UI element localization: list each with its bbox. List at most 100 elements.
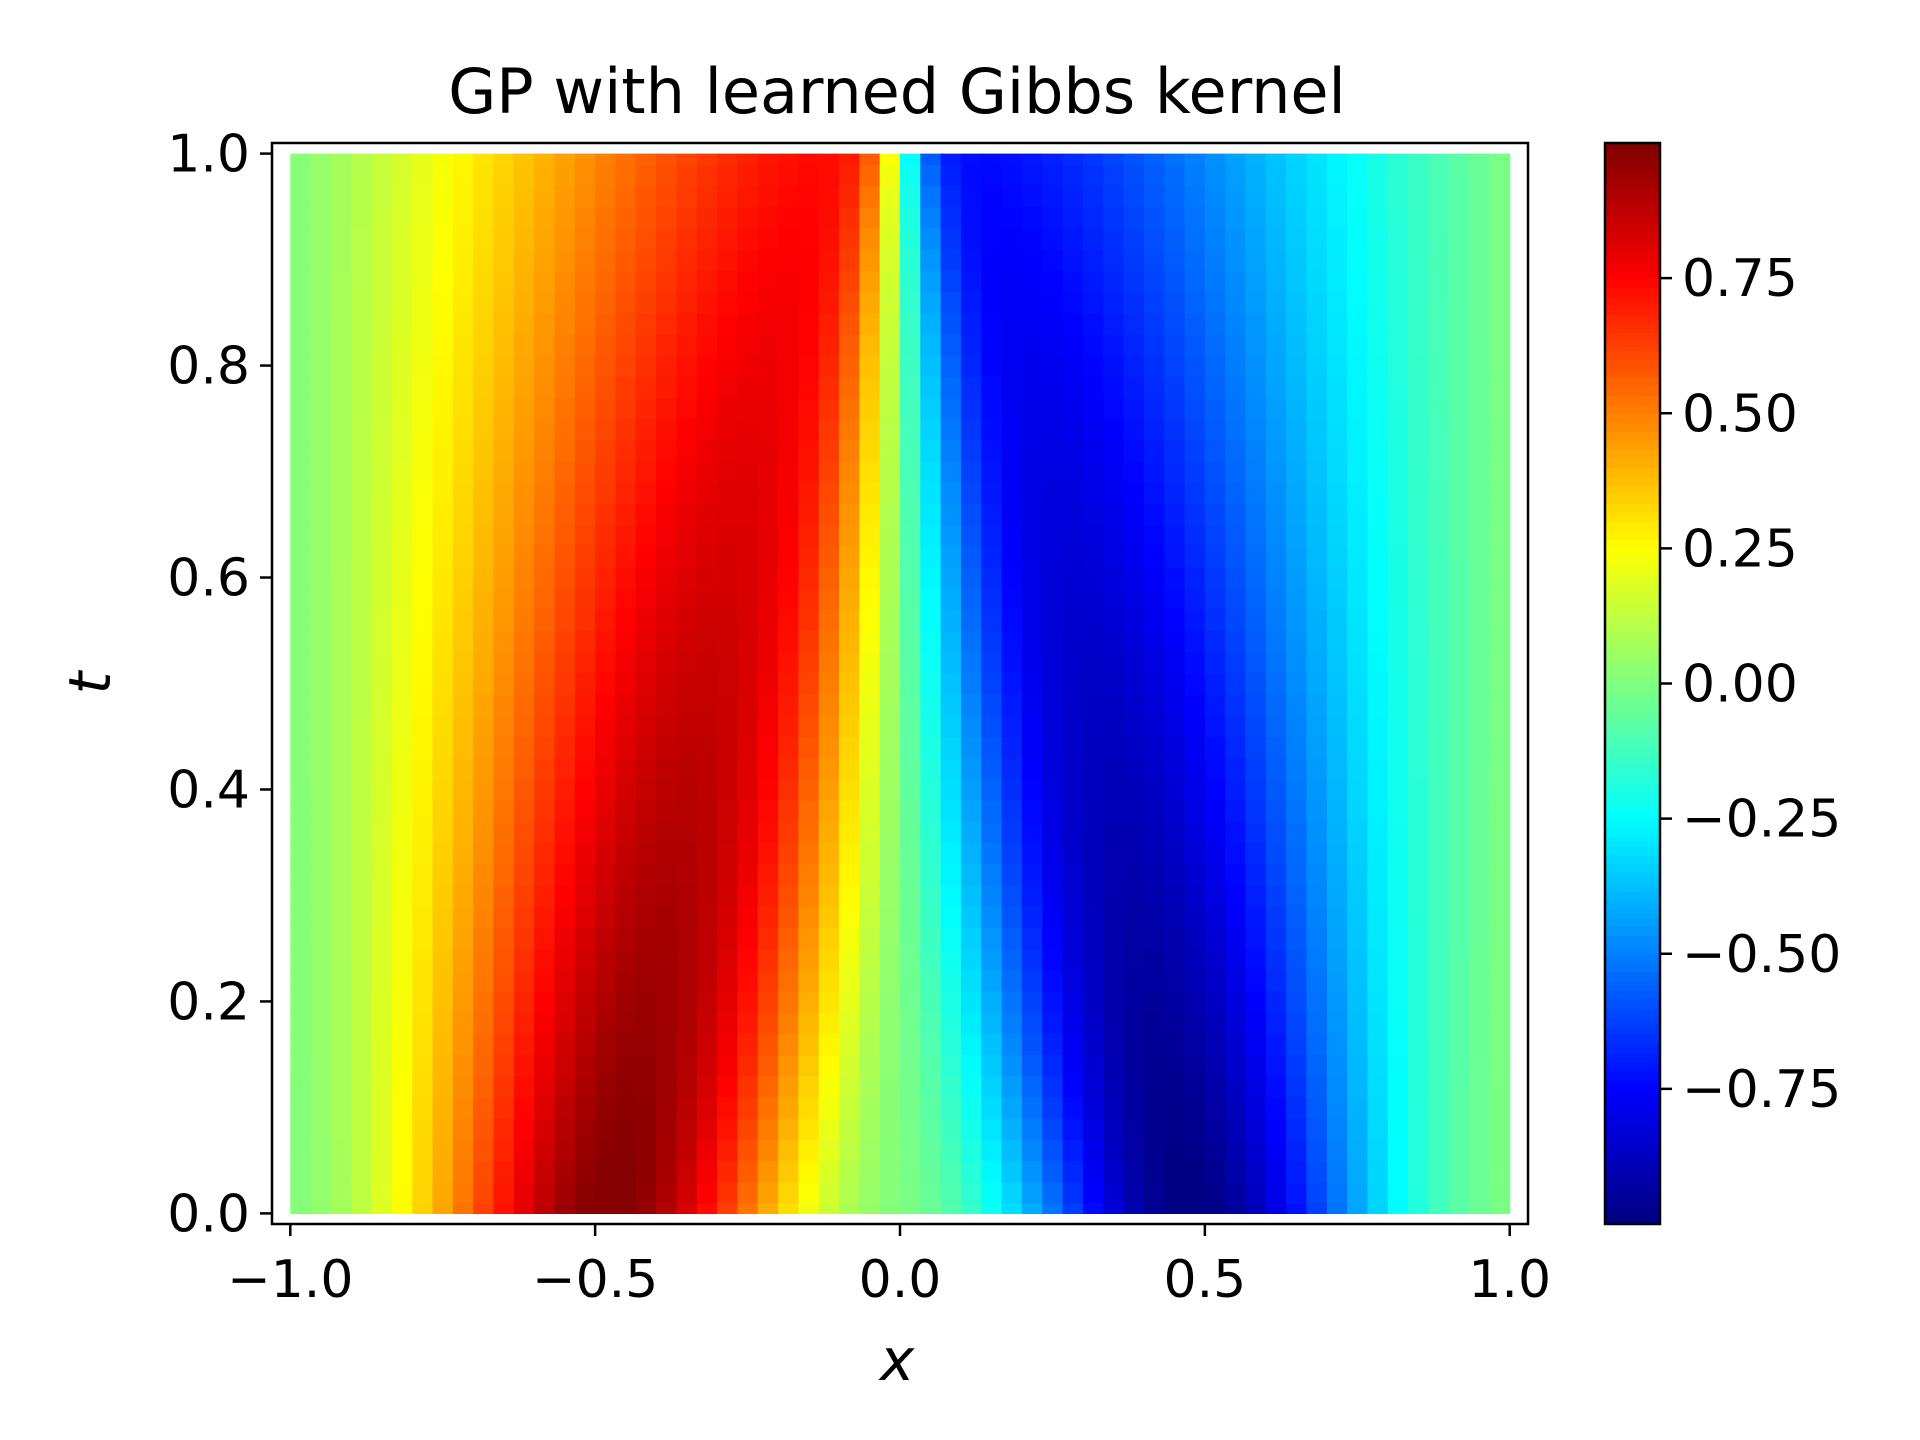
heatmap-cell [1448,354,1470,377]
heatmap-cell [1143,1012,1165,1034]
heatmap-cell [1265,757,1287,780]
heatmap-cell [452,291,474,314]
heatmap-cell [778,736,799,759]
heatmap-cell [493,630,515,653]
heatmap-cell [1469,1012,1490,1034]
heatmap-cell [1347,460,1369,483]
heatmap-cell [412,1075,434,1098]
heatmap-cell [534,270,556,292]
heatmap-cell [432,800,454,822]
heatmap-cell [1489,609,1511,632]
heatmap-cell [432,630,454,653]
heatmap-cell [676,482,698,504]
heatmap-cell [737,418,759,441]
heatmap-cell [757,651,779,674]
heatmap-cell [1306,609,1328,632]
heatmap-cell [737,164,759,186]
heatmap-cell [351,736,373,759]
heatmap-cell [696,1054,718,1077]
heatmap-cell [696,1139,718,1162]
heatmap-cell [1204,694,1226,716]
heatmap-cell [1367,1033,1389,1056]
heatmap-cell [330,1160,352,1183]
heatmap-cell [981,884,1003,907]
heatmap-cell [1286,376,1308,398]
heatmap-cell [351,842,373,865]
heatmap-cell [940,1054,962,1077]
heatmap-cell [351,672,373,695]
heatmap-cell [656,439,678,462]
heatmap-cell [879,545,901,568]
heatmap-cell [859,588,881,610]
heatmap-cell [1448,736,1470,759]
heatmap-cell [615,227,637,250]
heatmap-cell [574,1054,596,1077]
heatmap-cell [778,842,799,865]
heatmap-cell [798,312,820,335]
heatmap-cell [493,863,515,886]
heatmap-cell [493,588,515,610]
heatmap-cell [1103,524,1125,547]
heatmap-cell [574,270,596,292]
heatmap-cell [920,439,942,462]
heatmap-cell [351,1033,373,1056]
heatmap-cell [1001,1096,1023,1119]
heatmap-cell [737,609,759,632]
heatmap-cell [1489,545,1511,568]
heatmap-cell [635,1139,657,1162]
colorbar-segment [1605,341,1660,351]
heatmap-cell [757,842,779,865]
heatmap-cell [879,800,901,822]
heatmap-cell [452,800,474,822]
heatmap-cell [1001,906,1023,928]
heatmap-cell [371,715,393,738]
heatmap-cell [432,1033,454,1056]
heatmap-cell [839,227,860,250]
heatmap-cell [1408,1181,1430,1204]
heatmap-cell [1103,270,1125,292]
heatmap-cell [1042,1118,1064,1140]
heatmap-cell [676,566,698,589]
heatmap-cell [1225,672,1247,695]
heatmap-cell [1408,651,1430,674]
colorbar-segment [1605,899,1660,910]
heatmap-cell [452,630,474,653]
heatmap-cell [839,927,860,950]
heatmap-cell [1062,206,1084,229]
heatmap-cell [1143,821,1165,844]
heatmap-cell [1306,153,1328,165]
heatmap-cell [1265,948,1287,971]
heatmap-cell [635,439,657,462]
heatmap-cell [310,376,332,398]
heatmap-cell [595,482,617,504]
heatmap-cell [1469,206,1490,229]
heatmap-cell [1489,736,1511,759]
heatmap-cell [1286,736,1308,759]
heatmap-cell [1469,1202,1490,1214]
heatmap-cell [656,1096,678,1119]
heatmap-cell [412,503,434,526]
colorbar-segment [1605,701,1660,712]
heatmap-cell [818,545,840,568]
heatmap-cell [1001,354,1023,377]
heatmap-cell [1265,1181,1287,1204]
heatmap-cell [1062,757,1084,780]
heatmap-cell [351,1096,373,1119]
heatmap-cell [1367,164,1389,186]
heatmap-cell [351,757,373,780]
heatmap-cell [1387,227,1409,250]
heatmap-cell [1245,588,1267,610]
heatmap-cell [513,153,535,165]
heatmap-cell [1021,927,1043,950]
colorbar-segment [1605,179,1660,189]
heatmap-cell [1469,778,1490,801]
heatmap-cell [1286,1118,1308,1140]
heatmap-cell [1469,291,1490,314]
heatmap-cell [1448,1202,1470,1214]
heatmap-cell [960,1033,982,1056]
heatmap-cell [1408,376,1430,398]
heatmap-cell [798,800,820,822]
heatmap-cell [330,291,352,314]
heatmap-cell [879,778,901,801]
heatmap-cell [1042,482,1064,504]
